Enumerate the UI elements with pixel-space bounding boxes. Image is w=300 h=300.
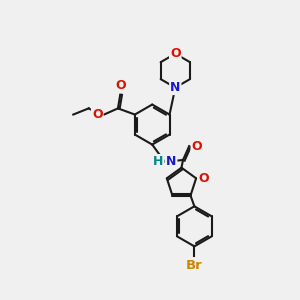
Text: O: O <box>198 172 209 185</box>
Text: N: N <box>170 81 181 94</box>
Text: N: N <box>166 155 176 168</box>
Text: H: H <box>153 155 164 168</box>
Text: O: O <box>115 79 126 92</box>
Text: O: O <box>92 108 103 121</box>
Text: Br: Br <box>186 259 203 272</box>
Text: O: O <box>191 140 202 153</box>
Text: O: O <box>170 47 181 60</box>
